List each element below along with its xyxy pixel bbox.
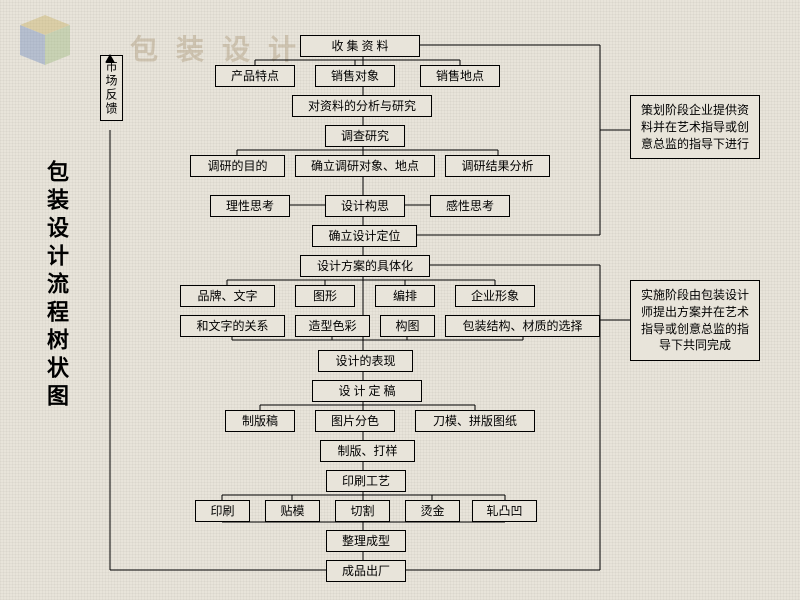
flow-node-n9a: 品牌、文字 <box>180 285 275 307</box>
flow-node-n16e: 轧凸凹 <box>472 500 537 522</box>
watermark-text: 包装设计 <box>130 28 314 68</box>
flow-node-n12: 设 计 定 稿 <box>312 380 422 402</box>
flow-node-n6c: 感性思考 <box>430 195 510 217</box>
flow-node-n8: 设计方案的具体化 <box>300 255 430 277</box>
flow-node-n13b: 图片分色 <box>315 410 395 432</box>
flow-node-n16a: 印刷 <box>195 500 250 522</box>
flow-node-n10a: 和文字的关系 <box>180 315 285 337</box>
flow-node-n10c: 构图 <box>380 315 435 337</box>
flow-node-n18: 成品出厂 <box>326 560 406 582</box>
flow-node-n11: 设计的表现 <box>318 350 413 372</box>
flow-node-n9d: 企业形象 <box>455 285 535 307</box>
flow-node-n13a: 制版稿 <box>225 410 295 432</box>
flow-node-n2b: 销售对象 <box>315 65 395 87</box>
flow-node-n4: 调查研究 <box>325 125 405 147</box>
flow-node-n10d: 包装结构、材质的选择 <box>445 315 600 337</box>
flow-node-n5b: 确立调研对象、地点 <box>295 155 435 177</box>
flow-node-n17: 整理成型 <box>326 530 406 552</box>
flow-node-n2a: 产品特点 <box>215 65 295 87</box>
flow-node-n14: 制版、打样 <box>320 440 415 462</box>
flow-node-n10b: 造型色彩 <box>295 315 370 337</box>
flow-node-n6a: 理性思考 <box>210 195 290 217</box>
flow-node-n7: 确立设计定位 <box>312 225 417 247</box>
flow-node-n16b: 贴模 <box>265 500 320 522</box>
flow-node-n6b: 设计构思 <box>325 195 405 217</box>
note-exec: 实施阶段由包装设计师提出方案并在艺术指导或创意总监的指导下共同完成 <box>630 280 760 361</box>
flow-node-n3: 对资料的分析与研究 <box>292 95 432 117</box>
flow-node-n9c: 编排 <box>375 285 435 307</box>
page-title-vertical: 包装设计流程树状图 <box>40 160 72 412</box>
flow-node-n5c: 调研结果分析 <box>445 155 550 177</box>
market-feedback-box: 市场反馈 <box>100 55 123 121</box>
watermark-cube <box>10 10 80 70</box>
flow-node-n5a: 调研的目的 <box>190 155 285 177</box>
flow-node-n15: 印刷工艺 <box>326 470 406 492</box>
flow-node-n16d: 烫金 <box>405 500 460 522</box>
flow-node-n1: 收 集 资 料 <box>300 35 420 57</box>
flow-node-n16c: 切割 <box>335 500 390 522</box>
flow-node-n13c: 刀模、拼版图纸 <box>415 410 535 432</box>
note-planning: 策划阶段企业提供资料并在艺术指导或创意总监的指导下进行 <box>630 95 760 159</box>
flow-node-n9b: 图形 <box>295 285 355 307</box>
flow-node-n2c: 销售地点 <box>420 65 500 87</box>
